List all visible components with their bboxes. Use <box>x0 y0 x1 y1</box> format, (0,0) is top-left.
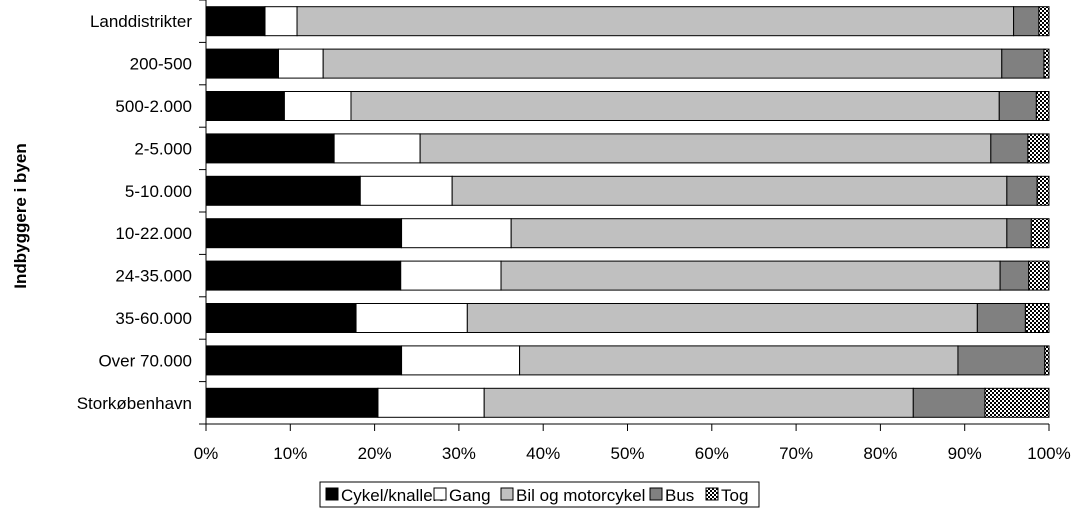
x-tick-label: 100% <box>1027 444 1070 463</box>
bar-24-35-000-bil-og-motorcykel <box>500 260 1001 291</box>
bar-10-22-000-gang <box>401 218 512 249</box>
bar-over-70-000-tog <box>1044 345 1050 376</box>
bar-over-70-000-bil-og-motorcykel <box>519 345 959 376</box>
bar-35-60-000-bus <box>976 303 1026 333</box>
bar-stork-benhavn-bil-og-motorcykel <box>483 387 914 418</box>
bar-2-5-000-bil-og-motorcykel <box>419 133 992 164</box>
bar-over-70-000-gang <box>401 345 521 376</box>
legend-label-tog: Tog <box>721 486 748 505</box>
bar-200-500-tog <box>1043 48 1050 79</box>
legend-label-gang: Gang <box>449 486 491 505</box>
bar-24-35-000-cykel-knallert <box>205 260 402 291</box>
x-tick-label: 0% <box>194 444 219 463</box>
legend-label-bil-og-motorcykel: Bil og motorcykel <box>516 486 645 505</box>
y-tick-label: 35-60.000 <box>115 309 192 328</box>
bar-24-35-000-bus <box>999 260 1030 291</box>
y-tick-label: Landdistrikter <box>90 12 192 31</box>
legend-box <box>319 481 760 508</box>
bar-35-60-000-cykel-knallert <box>205 303 357 333</box>
bar-stork-benhavn-tog <box>984 387 1050 418</box>
legend-swatch-tog <box>705 487 719 501</box>
y-tick-label: 200-500 <box>130 55 192 74</box>
bar-500-2-000-cykel-knallert <box>205 91 285 121</box>
legend-swatch-bil-og-motorcykel <box>500 487 514 501</box>
bar-5-10-000-bus <box>1006 175 1038 206</box>
x-tick-label: 80% <box>863 444 897 463</box>
x-tick-label: 20% <box>358 444 392 463</box>
bar-stork-benhavn-bus <box>912 387 986 418</box>
bar-10-22-000-cykel-knallert <box>205 218 403 249</box>
bar-200-500-bus <box>1001 48 1045 79</box>
legend-label-bus: Bus <box>665 486 694 505</box>
x-tick-label: 70% <box>779 444 813 463</box>
legend-label-cykel-knallert: Cykel/knallert <box>341 486 443 505</box>
bar-500-2-000-tog <box>1035 91 1050 121</box>
bar-5-10-000-cykel-knallert <box>205 175 361 206</box>
bar-500-2-000-bil-og-motorcykel <box>350 91 1000 121</box>
x-tick-label: 60% <box>695 444 729 463</box>
bar-24-35-000-tog <box>1028 260 1050 291</box>
bar-35-60-000-gang <box>355 303 468 333</box>
bar-5-10-000-bil-og-motorcykel <box>451 175 1008 206</box>
bar-5-10-000-gang <box>359 175 453 206</box>
bar-500-2-000-gang <box>283 91 352 121</box>
legend: Cykel/knallert Gang Bil og motorcykel Bus To… <box>319 481 760 508</box>
bar-landdistrikter-bil-og-motorcykel <box>296 6 1015 37</box>
bar-landdistrikter-gang <box>264 6 298 37</box>
y-tick-label: 5-10.000 <box>125 182 192 201</box>
bar-200-500-bil-og-motorcykel <box>322 48 1003 79</box>
legend-swatch-cykel-knallert <box>325 487 339 501</box>
bar-5-10-000-tog <box>1036 175 1050 206</box>
axes-group: Landdistrikter 200-500 500-2.000 2-5.000 5-1… <box>77 0 1071 463</box>
bar-200-500-gang <box>277 48 324 79</box>
x-tick-label: 40% <box>526 444 560 463</box>
bar-landdistrikter-cykel-knallert <box>205 6 266 37</box>
y-tick-label: Over 70.000 <box>98 351 192 370</box>
x-tick-label: 50% <box>610 444 644 463</box>
x-tick-label: 30% <box>442 444 476 463</box>
bar-landdistrikter-tog <box>1038 6 1050 37</box>
y-tick-label: 500-2.000 <box>115 97 192 116</box>
bar-10-22-000-bus <box>1006 218 1032 249</box>
bar-200-500-cykel-knallert <box>205 48 279 79</box>
bar-2-5-000-tog <box>1027 133 1050 164</box>
bar-24-35-000-gang <box>400 260 502 291</box>
bar-over-70-000-cykel-knallert <box>205 345 403 376</box>
y-tick-label: 24-35.000 <box>115 267 192 286</box>
x-tick-label: 90% <box>948 444 982 463</box>
bar-35-60-000-tog <box>1024 303 1050 333</box>
bar-2-5-000-gang <box>333 133 421 164</box>
y-axis-label: Indbyggere i byen <box>11 143 30 288</box>
bar-10-22-000-tog <box>1030 218 1050 249</box>
bar-stork-benhavn-gang <box>377 387 485 418</box>
legend-swatch-bus <box>649 487 663 501</box>
bar-2-5-000-bus <box>990 133 1029 164</box>
bar-over-70-000-bus <box>957 345 1046 376</box>
bar-10-22-000-bil-og-motorcykel <box>510 218 1008 249</box>
y-tick-label: 10-22.000 <box>115 224 192 243</box>
y-tick-label: 2-5.000 <box>134 139 192 158</box>
bar-500-2-000-bus <box>998 91 1037 121</box>
bar-2-5-000-cykel-knallert <box>205 133 335 164</box>
bars-group <box>205 6 1050 418</box>
bar-stork-benhavn-cykel-knallert <box>205 387 379 418</box>
y-tick-label: Storkøbenhavn <box>77 394 192 413</box>
bar-35-60-000-bil-og-motorcykel <box>466 303 978 333</box>
x-tick-label: 10% <box>273 444 307 463</box>
legend-swatch-gang <box>433 487 447 501</box>
bar-landdistrikter-bus <box>1013 6 1040 37</box>
